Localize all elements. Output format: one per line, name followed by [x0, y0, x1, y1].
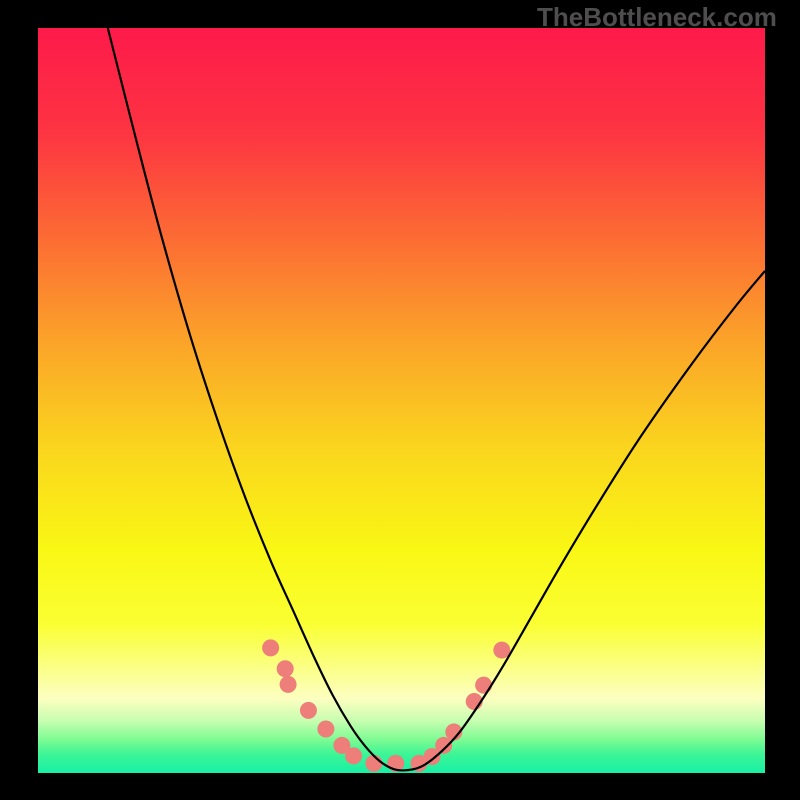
marker-dot: [475, 677, 492, 694]
marker-dot: [435, 737, 452, 754]
marker-dot: [280, 676, 297, 693]
marker-dot: [277, 660, 294, 677]
watermark-text: TheBottleneck.com: [537, 2, 777, 33]
bottleneck-chart: [0, 0, 800, 800]
chart-container: TheBottleneck.com: [0, 0, 800, 800]
marker-dot: [300, 702, 317, 719]
marker-dot: [345, 747, 362, 764]
marker-dot: [317, 721, 334, 738]
marker-dot: [262, 639, 279, 656]
plot-background: [38, 28, 765, 773]
